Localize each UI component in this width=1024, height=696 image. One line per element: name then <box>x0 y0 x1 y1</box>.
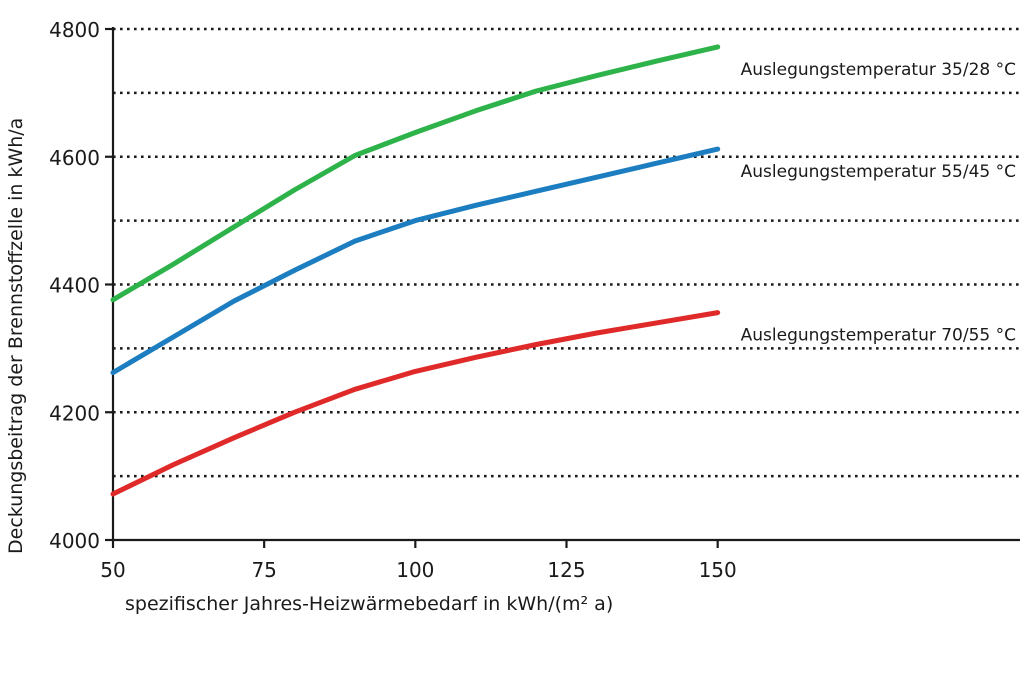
y-tick-labels: 4000 4200 4400 4600 4800 <box>49 18 100 553</box>
series-line-1 <box>110 44 721 303</box>
x-tick-labels: 50 75 100 125 150 <box>100 558 736 582</box>
x-tick-label: 125 <box>547 558 585 582</box>
y-tick-label: 4200 <box>49 401 100 425</box>
y-tick-label: 4000 <box>49 529 100 553</box>
grid-lines <box>113 27 1020 478</box>
x-tick-label: 100 <box>396 558 434 582</box>
y-tick-label: 4400 <box>49 274 100 298</box>
axes <box>105 27 1020 548</box>
series-label-2: Auslegungstemperatur 55/45 °C <box>741 162 1016 182</box>
y-axis-label: Deckungsbeitrag der Brennstoffzelle in k… <box>5 118 27 554</box>
series-label-3: Auslegungstemperatur 70/55 °C <box>741 326 1016 346</box>
x-axis-label: spezifischer Jahres-Heizwärmebedarf in k… <box>125 593 613 615</box>
y-tick-label: 4600 <box>49 146 100 170</box>
series-line-2 <box>110 146 721 376</box>
series-lines <box>110 44 721 497</box>
y-tick-label: 4800 <box>49 18 100 42</box>
x-tick-label: 50 <box>100 558 125 582</box>
series-labels: Auslegungstemperatur 35/28 °C Auslegungst… <box>741 60 1016 346</box>
series-line-3 <box>110 310 721 497</box>
x-tick-label: 150 <box>699 558 737 582</box>
x-tick-label: 75 <box>251 558 276 582</box>
series-label-1: Auslegungstemperatur 35/28 °C <box>741 60 1016 80</box>
